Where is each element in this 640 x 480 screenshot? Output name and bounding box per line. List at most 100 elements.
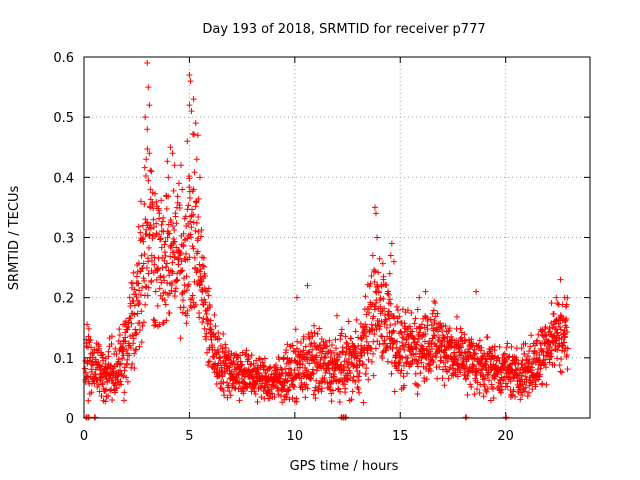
data-point bbox=[156, 215, 163, 222]
data-point bbox=[492, 363, 499, 370]
data-point bbox=[370, 313, 377, 320]
data-point bbox=[501, 350, 508, 357]
data-point bbox=[521, 351, 528, 358]
data-point bbox=[284, 341, 291, 348]
data-point bbox=[194, 132, 201, 139]
data-point bbox=[116, 326, 123, 333]
data-point bbox=[364, 350, 371, 357]
data-point bbox=[525, 389, 532, 396]
data-point bbox=[133, 346, 140, 353]
data-point bbox=[165, 174, 172, 181]
data-point bbox=[360, 361, 367, 368]
data-point bbox=[481, 350, 488, 357]
data-point bbox=[328, 390, 335, 397]
data-point bbox=[209, 364, 216, 371]
data-point bbox=[98, 393, 105, 400]
data-point bbox=[561, 348, 568, 355]
data-point bbox=[227, 354, 234, 361]
data-point bbox=[553, 337, 560, 344]
data-point bbox=[259, 374, 266, 381]
data-point bbox=[348, 335, 355, 342]
data-point bbox=[352, 378, 359, 385]
data-point bbox=[355, 385, 362, 392]
data-point bbox=[120, 352, 127, 359]
data-point bbox=[190, 96, 197, 103]
data-point bbox=[380, 276, 387, 283]
data-point bbox=[144, 145, 151, 152]
data-point bbox=[367, 280, 374, 287]
data-point bbox=[429, 357, 436, 364]
data-point bbox=[162, 289, 169, 296]
data-point bbox=[136, 327, 143, 334]
data-point bbox=[518, 361, 525, 368]
data-point bbox=[484, 385, 491, 392]
data-point bbox=[161, 297, 168, 304]
data-point bbox=[485, 369, 492, 376]
data-point bbox=[116, 331, 123, 338]
data-point bbox=[512, 393, 519, 400]
data-point bbox=[141, 201, 148, 208]
data-point bbox=[221, 392, 228, 399]
data-point bbox=[113, 351, 120, 358]
data-point bbox=[140, 275, 147, 282]
data-point bbox=[465, 346, 472, 353]
data-point bbox=[152, 319, 159, 326]
data-point bbox=[171, 226, 178, 233]
data-point bbox=[179, 297, 186, 304]
data-point bbox=[345, 318, 352, 325]
data-point bbox=[414, 363, 421, 370]
data-point bbox=[125, 324, 132, 331]
data-point bbox=[372, 268, 379, 275]
data-point bbox=[109, 397, 116, 404]
data-point bbox=[538, 348, 545, 355]
data-point bbox=[445, 366, 452, 373]
data-point bbox=[414, 339, 421, 346]
data-point bbox=[397, 353, 404, 360]
data-point bbox=[363, 365, 370, 372]
data-point bbox=[236, 397, 243, 404]
data-point bbox=[85, 414, 92, 421]
x-axis-label: GPS time / hours bbox=[290, 459, 399, 474]
data-point bbox=[461, 331, 468, 338]
data-point bbox=[170, 187, 177, 194]
data-point bbox=[333, 345, 340, 352]
data-point bbox=[363, 323, 370, 330]
data-point bbox=[148, 168, 155, 175]
data-point bbox=[542, 323, 549, 330]
data-point bbox=[412, 351, 419, 358]
data-point bbox=[163, 260, 170, 267]
data-point bbox=[396, 313, 403, 320]
data-point bbox=[87, 336, 94, 343]
data-point bbox=[371, 266, 378, 273]
data-point bbox=[306, 360, 313, 367]
data-point bbox=[304, 385, 311, 392]
data-point bbox=[557, 276, 564, 283]
data-point bbox=[496, 343, 503, 350]
data-point bbox=[245, 355, 252, 362]
data-point bbox=[154, 266, 161, 273]
data-point bbox=[539, 380, 546, 387]
data-point bbox=[124, 378, 131, 385]
data-point bbox=[304, 282, 311, 289]
data-point bbox=[427, 368, 434, 375]
data-point bbox=[423, 355, 430, 362]
data-point bbox=[503, 380, 510, 387]
data-point bbox=[271, 394, 278, 401]
data-point bbox=[555, 332, 562, 339]
data-point bbox=[164, 234, 171, 241]
data-point bbox=[532, 377, 539, 384]
data-point bbox=[536, 371, 543, 378]
data-point bbox=[498, 369, 505, 376]
data-point bbox=[414, 360, 421, 367]
data-point bbox=[307, 375, 314, 382]
data-point bbox=[313, 352, 320, 359]
data-point bbox=[322, 339, 329, 346]
data-point bbox=[187, 231, 194, 238]
data-point bbox=[180, 242, 187, 249]
data-point bbox=[177, 250, 184, 257]
data-point bbox=[381, 337, 388, 344]
data-point bbox=[151, 322, 158, 329]
data-point bbox=[316, 325, 323, 332]
data-point bbox=[166, 272, 173, 279]
